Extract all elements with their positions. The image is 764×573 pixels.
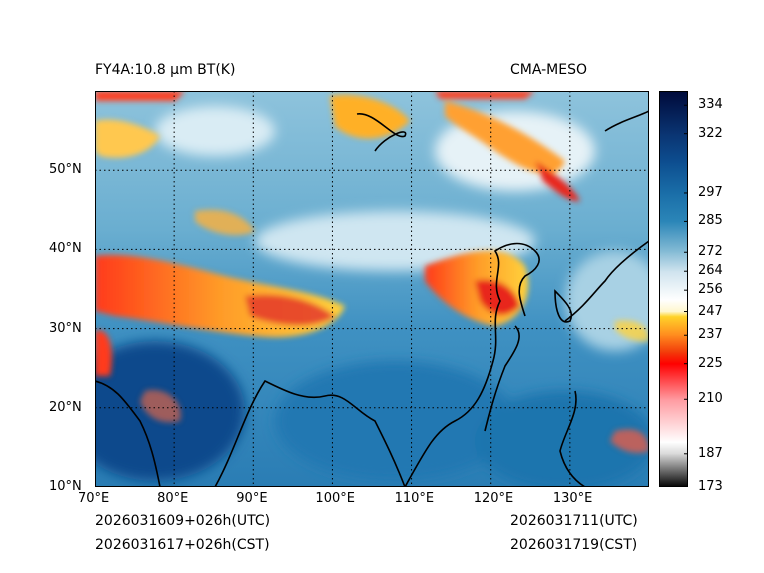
lon-tick-label: 70°E [78,491,110,506]
colorbar-segment [659,316,688,336]
lon-tick-label: 100°E [315,491,355,506]
colorbar-tick-label: 334 [698,97,723,113]
colorbar-tick-label: 322 [698,125,723,141]
colorbar-tick-label: 297 [698,184,723,200]
colorbar-segment [659,252,688,272]
colorbar-border [659,91,688,487]
colorbar-tick-label: 173 [698,479,723,494]
init-time-utc: 2026031609+026h(UTC) [95,513,271,529]
colorbar-segment [659,363,688,400]
lat-tick-label: 20°N [49,399,82,415]
colorbar-tick-label: 272 [698,244,723,260]
lon-tick-label: 110°E [394,491,435,506]
colorbar-segment [659,192,688,222]
colorbar-segment [659,299,688,313]
init-time-cst: 2026031617+026h(CST) [95,537,270,553]
coastlines [95,110,649,487]
colorbar-segment [659,399,688,443]
colorbar-tick-label: 210 [698,391,723,407]
colorbar-segment [659,453,688,487]
colorbar-segment [659,441,688,455]
lon-tick-label: 120°E [473,491,514,506]
colorbar-segment [659,351,688,365]
colorbar-segment [659,221,688,253]
valid-time-cst: 2026031719(CST) [510,537,638,553]
cold-cloud-regions [95,91,649,453]
colorbar-tick-label: 187 [698,445,723,461]
lat-tick-label: 10°N [49,479,82,494]
satellite-bt-map [95,91,649,487]
colorbar-segment [659,311,688,317]
colorbar-tick-label: 285 [698,213,723,229]
colorbar-segment [659,91,688,135]
model-name: CMA-MESO [510,62,588,78]
lat-lon-gridlines [95,91,649,487]
colorbar-tick-label: 225 [698,355,723,371]
colorbar-fill [659,91,688,487]
colorbar-segment [659,162,688,194]
lat-tick-label: 50°N [49,162,82,178]
product-title: FY4A:10.8 µm BT(K) [95,62,236,78]
colorbar-segment [659,271,688,301]
map-border [95,91,649,487]
lat-tick-label: 40°N [49,241,82,257]
colorbar [659,91,688,487]
colorbar-tick-label: 256 [698,282,723,298]
lat-tick-label: 30°N [49,320,82,336]
colorbar-segment [659,133,688,163]
colorbar-tick-label: 237 [698,327,723,343]
colorbar-segment [659,335,688,353]
lon-tick-label: 130°E [552,491,593,506]
lon-tick-label: 80°E [157,491,189,506]
lon-tick-label: 90°E [236,491,268,506]
colorbar-tick-label: 264 [698,263,723,279]
valid-time-utc: 2026031711(UTC) [510,513,638,529]
colorbar-tick-label: 247 [698,303,723,319]
colorbar-tick-marks [684,104,688,487]
